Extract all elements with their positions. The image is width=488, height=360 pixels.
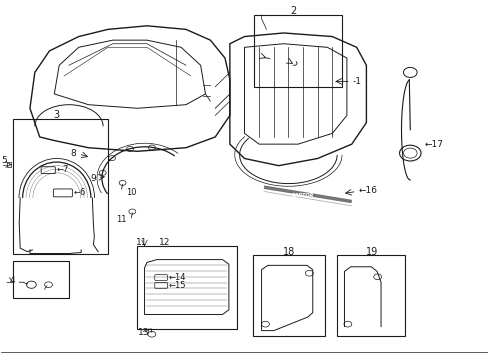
Text: 12: 12	[159, 238, 170, 247]
Bar	[13, 261, 69, 298]
Text: 11: 11	[116, 215, 126, 224]
Text: 3: 3	[54, 110, 60, 120]
Bar	[253, 255, 325, 336]
Text: 9: 9	[90, 174, 96, 183]
Text: 13: 13	[138, 328, 149, 337]
Text: 5: 5	[1, 156, 7, 165]
Text: 8: 8	[70, 149, 76, 158]
Text: 18: 18	[283, 247, 295, 257]
Bar	[336, 255, 405, 336]
Text: 10: 10	[126, 188, 137, 197]
Text: 2: 2	[289, 6, 296, 17]
Text: ←16: ←16	[358, 186, 377, 195]
Text: RAPTOR: RAPTOR	[291, 193, 314, 198]
Bar	[137, 246, 237, 329]
Text: -1: -1	[352, 77, 361, 86]
Bar	[254, 15, 341, 87]
Text: ←17: ←17	[424, 140, 443, 149]
Text: ←14: ←14	[168, 273, 186, 282]
Text: ←6: ←6	[74, 188, 86, 197]
Text: 4: 4	[9, 276, 15, 285]
Text: 11: 11	[136, 238, 147, 247]
Text: ←7: ←7	[57, 166, 69, 175]
Text: ←15: ←15	[168, 281, 186, 290]
Bar	[6, 162, 11, 167]
Text: 19: 19	[366, 247, 378, 257]
Bar	[13, 119, 108, 253]
